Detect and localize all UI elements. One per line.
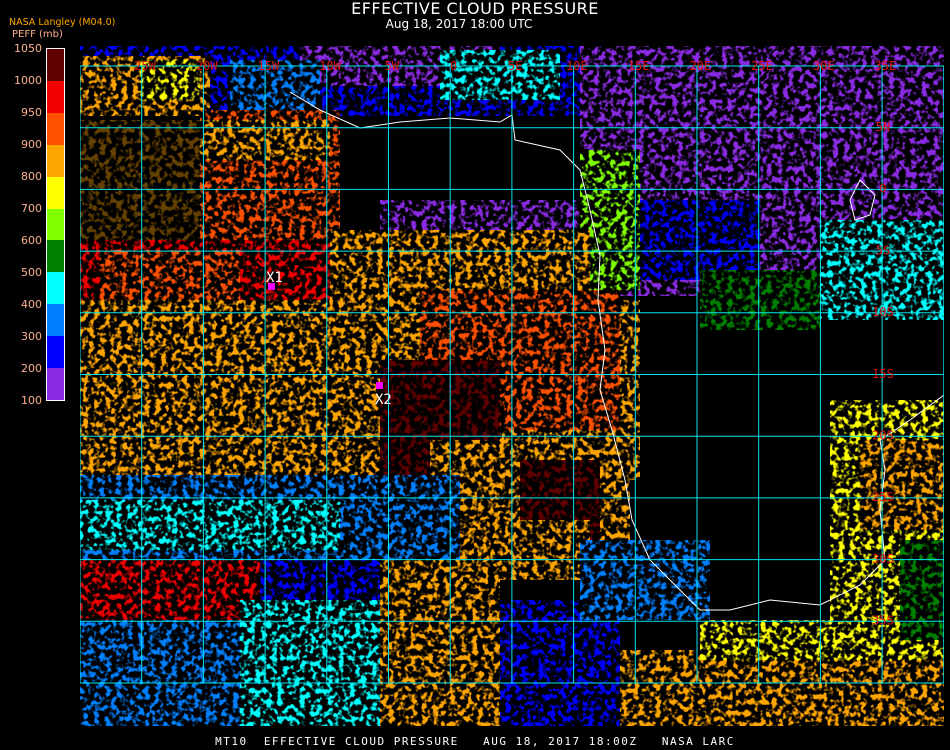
latitude-label: 30S: [872, 552, 894, 566]
legend-swatch: [47, 304, 64, 337]
legend-tick-label: 300: [21, 330, 42, 343]
marker-x1-label: X1: [266, 270, 283, 286]
latitude-label: 15S: [872, 367, 894, 381]
latitude-label: 0: [879, 182, 886, 196]
legend-tick-label: 950: [21, 106, 42, 119]
latitude-label: 5S: [876, 243, 890, 257]
legend-swatch: [47, 336, 64, 369]
color-legend: [46, 48, 65, 401]
legend-tick-label: 1050: [14, 42, 42, 55]
legend-swatch: [47, 176, 64, 209]
legend-units: PEFF (mb): [12, 29, 63, 40]
legend-tick-label: 700: [21, 202, 42, 215]
longitude-label: 15E: [628, 59, 650, 73]
longitude-label: 35E: [875, 59, 897, 73]
chart-title: EFFECTIVE CLOUD PRESSURE: [351, 0, 599, 18]
longitude-label: 25W: [134, 59, 156, 73]
longitude-label: 15W: [258, 59, 280, 73]
latitude-label: 5N: [876, 120, 890, 134]
legend-swatch: [47, 112, 64, 145]
longitude-label: 5W: [385, 59, 400, 73]
legend-tick-label: 1000: [14, 74, 42, 87]
coastline-lake: [849, 179, 876, 221]
legend-tick-label: 500: [21, 266, 42, 279]
legend-tick-label: 600: [21, 234, 42, 247]
legend-swatch: [47, 240, 64, 273]
legend-swatch: [47, 49, 64, 81]
source-label: NASA Langley (M04.0): [9, 17, 116, 28]
latitude-label: 10S: [872, 305, 894, 319]
legend-tick-label: 200: [21, 362, 42, 375]
latitude-label: 35S: [872, 614, 894, 628]
legend-swatch: [47, 144, 64, 177]
marker-x2-label: X2: [375, 392, 392, 408]
longitude-label: 25E: [751, 59, 773, 73]
longitude-label: 10E: [566, 59, 588, 73]
longitude-label: 20W: [196, 59, 218, 73]
legend-tick-label: 900: [21, 138, 42, 151]
legend-tick-label: 400: [21, 298, 42, 311]
satellite-map: 25W 20W 15W 10W 5W 0 5E 10E 15E 20E 25E 30E 35E 5N 0 5S…: [80, 46, 944, 726]
longitude-label: 10W: [319, 59, 341, 73]
lat-lon-grid: 25W 20W 15W 10W 5W 0 5E 10E 15E 20E 25E 30E 35E 5N 0 5S…: [80, 59, 944, 684]
marker-x2-point: [376, 382, 383, 389]
legend-swatch: [47, 272, 64, 305]
legend-swatch: [47, 368, 64, 400]
longitude-label: 20E: [689, 59, 711, 73]
footer-caption: MT10 EFFECTIVE CLOUD PRESSURE AUG 18, 20…: [215, 735, 735, 748]
longitude-label: 30E: [813, 59, 835, 73]
latitude-label: 20S: [872, 429, 894, 443]
legend-swatch: [47, 80, 64, 113]
markers: X1 X2: [266, 270, 392, 408]
legend-tick-label: 800: [21, 170, 42, 183]
longitude-label: 5E: [508, 59, 522, 73]
latitude-label: 25S: [872, 490, 894, 504]
chart-subtitle: Aug 18, 2017 18:00 UTC: [385, 17, 533, 31]
longitude-label: 0: [450, 59, 457, 73]
legend-swatch: [47, 208, 64, 241]
legend-tick-label: 100: [21, 394, 42, 407]
marker-x1-point: [268, 283, 275, 290]
